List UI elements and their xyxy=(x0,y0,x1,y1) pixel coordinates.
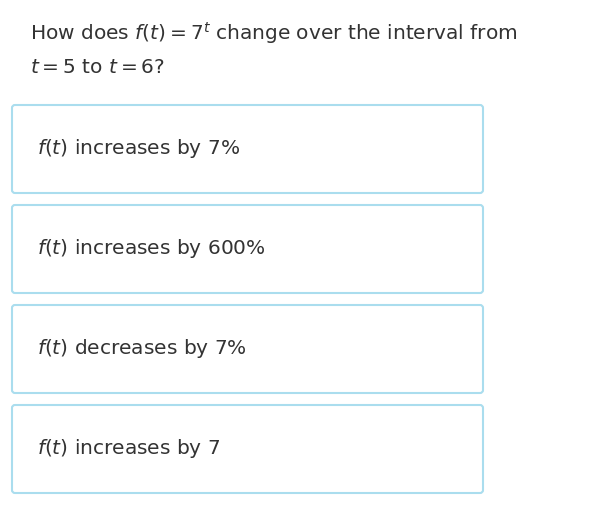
Text: $f(t)$ increases by 7%: $f(t)$ increases by 7% xyxy=(37,138,240,160)
FancyBboxPatch shape xyxy=(12,305,483,393)
FancyBboxPatch shape xyxy=(12,105,483,193)
Text: $t = 5$ to $t = 6$?: $t = 5$ to $t = 6$? xyxy=(30,58,165,77)
Text: $f(t)$ decreases by 7%: $f(t)$ decreases by 7% xyxy=(37,337,247,360)
Text: $f(t)$ increases by 7: $f(t)$ increases by 7 xyxy=(37,437,220,460)
FancyBboxPatch shape xyxy=(12,405,483,493)
FancyBboxPatch shape xyxy=(12,205,483,293)
Text: $f(t)$ increases by 600%: $f(t)$ increases by 600% xyxy=(37,238,266,261)
Text: How does $f(t) = 7^t$ change over the interval from: How does $f(t) = 7^t$ change over the in… xyxy=(30,20,517,46)
